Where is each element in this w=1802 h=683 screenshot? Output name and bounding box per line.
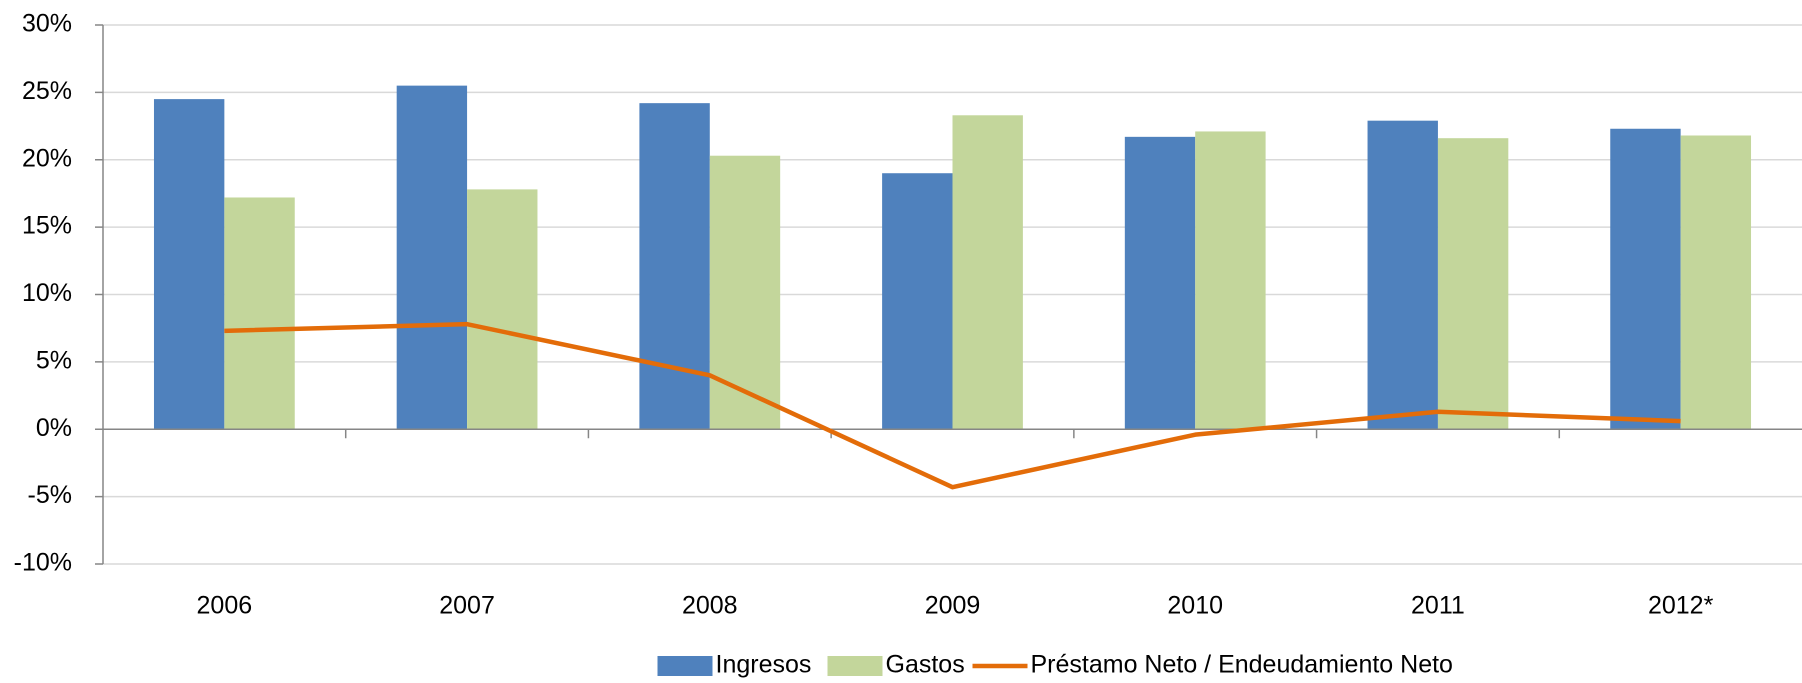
bar	[153, 99, 225, 430]
bar	[224, 197, 295, 430]
legend-swatch	[827, 656, 883, 676]
y-tick-label: 5%	[36, 346, 72, 374]
x-tick-label: 2007	[439, 592, 495, 620]
x-tick-label: 2011	[1411, 592, 1465, 620]
bar	[1437, 138, 1509, 430]
legend-label: Gastos	[886, 651, 965, 679]
y-tick-label: 10%	[22, 279, 72, 307]
y-tick-label: 30%	[22, 10, 72, 38]
legend-label: Ingresos	[716, 651, 812, 679]
bar	[1610, 128, 1681, 430]
bar	[952, 115, 1023, 430]
x-tick-label: 2010	[1167, 592, 1223, 620]
bar	[1680, 135, 1752, 430]
bar	[882, 173, 953, 430]
bar	[1124, 136, 1196, 430]
line	[224, 321, 1681, 490]
bar	[396, 85, 468, 430]
bar	[467, 189, 538, 430]
legend-swatch	[657, 656, 713, 676]
y-tick-label: 15%	[22, 212, 72, 240]
bar	[1367, 120, 1438, 430]
bar	[639, 103, 710, 430]
x-tick-label: 2009	[925, 592, 981, 620]
legend-label: Préstamo Neto / Endeudamiento Neto	[1031, 651, 1453, 679]
bar	[1195, 131, 1266, 430]
x-tick-label: 2006	[197, 592, 253, 620]
x-tick-label: 2012*	[1648, 592, 1714, 620]
y-tick-label: -5%	[28, 481, 72, 509]
bar	[709, 155, 781, 430]
y-tick-label: -10%	[14, 549, 72, 577]
y-tick-label: 0%	[36, 414, 72, 442]
x-tick-label: 2008	[682, 592, 738, 620]
y-tick-label: 20%	[22, 144, 72, 172]
y-tick-label: 25%	[22, 77, 72, 105]
